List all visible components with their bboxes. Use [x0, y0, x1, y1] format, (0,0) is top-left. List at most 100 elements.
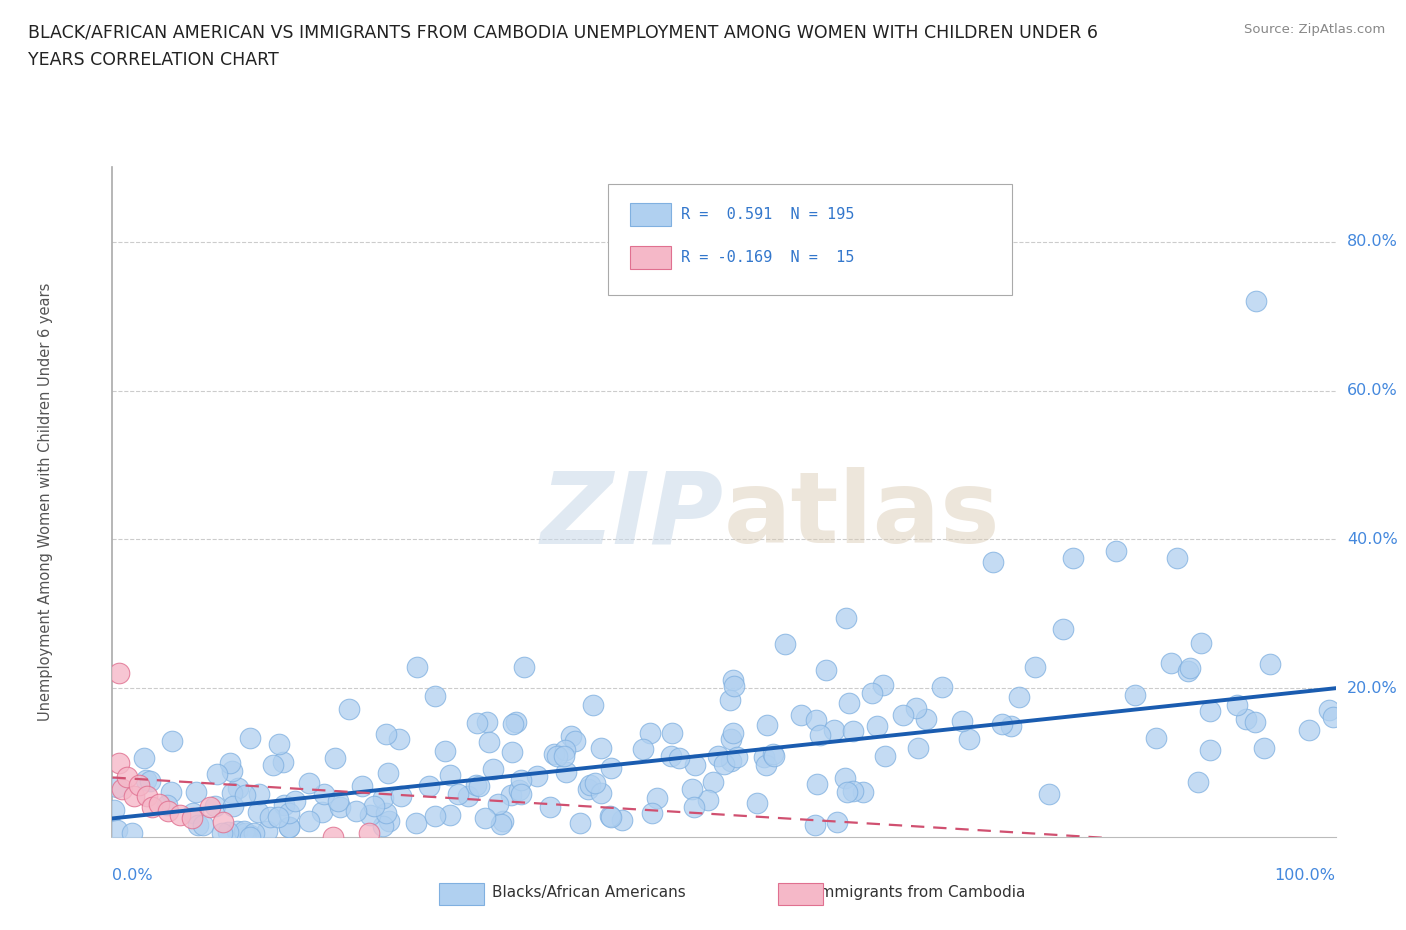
Point [763, 749, 786, 764]
Point [697, 793, 720, 808]
Point [835, 610, 858, 625]
Text: 20.0%: 20.0% [1347, 681, 1398, 696]
Point [135, 772, 157, 787]
Point [225, 824, 247, 839]
Point [267, 810, 290, 825]
Point [468, 779, 491, 794]
Text: Unemployment Among Women with Children Under 6 years: Unemployment Among Women with Children U… [38, 283, 52, 722]
FancyBboxPatch shape [630, 246, 672, 269]
Point [564, 734, 586, 749]
Point [745, 795, 768, 810]
Point [599, 809, 621, 824]
Point [184, 785, 207, 800]
Text: Immigrants from Cambodia: Immigrants from Cambodia [815, 885, 1026, 900]
Point [576, 781, 599, 796]
Point [111, 781, 134, 796]
Point [481, 762, 503, 777]
Point [107, 666, 129, 681]
Point [706, 748, 728, 763]
Point [226, 780, 249, 795]
Point [981, 554, 1004, 569]
Point [486, 797, 509, 812]
Point [1199, 704, 1222, 719]
Point [752, 750, 775, 764]
Point [439, 808, 461, 823]
Text: Blacks/African Americans: Blacks/African Americans [492, 885, 686, 900]
Point [447, 787, 470, 802]
Point [298, 813, 321, 828]
Point [322, 830, 344, 844]
Point [838, 696, 860, 711]
Point [808, 727, 831, 742]
Point [1166, 551, 1188, 565]
Point [804, 712, 827, 727]
Point [247, 786, 270, 801]
Point [1234, 711, 1257, 726]
Point [239, 731, 262, 746]
FancyBboxPatch shape [607, 184, 1011, 295]
Point [790, 708, 813, 723]
FancyBboxPatch shape [630, 203, 672, 226]
Point [344, 804, 367, 819]
Point [233, 826, 256, 841]
Point [931, 680, 953, 695]
Point [835, 785, 858, 800]
Point [181, 806, 204, 821]
Point [721, 672, 744, 687]
Point [1244, 715, 1267, 730]
Point [1189, 636, 1212, 651]
Point [457, 789, 479, 804]
Point [374, 806, 396, 821]
Point [659, 749, 682, 764]
Point [543, 747, 565, 762]
Point [121, 825, 143, 840]
Point [139, 773, 162, 788]
Point [389, 788, 412, 803]
Point [103, 803, 125, 817]
Point [582, 698, 605, 712]
Point [474, 810, 496, 825]
Point [373, 819, 395, 834]
Point [278, 819, 301, 834]
Point [235, 788, 257, 803]
Point [804, 817, 827, 832]
Text: Source: ZipAtlas.com: Source: ZipAtlas.com [1244, 23, 1385, 36]
Point [1177, 663, 1199, 678]
Point [1187, 775, 1209, 790]
Point [160, 734, 183, 749]
Point [388, 731, 411, 746]
Text: R =  0.591  N = 195: R = 0.591 N = 195 [682, 206, 855, 221]
Text: 60.0%: 60.0% [1347, 383, 1398, 398]
Point [211, 826, 233, 841]
Point [135, 789, 157, 804]
Point [1322, 710, 1344, 724]
Point [526, 769, 548, 784]
Point [1104, 543, 1126, 558]
Point [702, 775, 724, 790]
Point [579, 778, 602, 793]
Point [205, 766, 228, 781]
Point [239, 828, 262, 843]
Point [1260, 657, 1282, 671]
Point [775, 636, 797, 651]
Point [1226, 698, 1249, 712]
Point [326, 793, 349, 808]
Point [610, 812, 633, 827]
Point [191, 817, 214, 832]
Point [418, 778, 440, 793]
Point [337, 701, 360, 716]
Text: 80.0%: 80.0% [1347, 234, 1398, 249]
Point [815, 662, 838, 677]
Point [957, 732, 980, 747]
Point [204, 799, 226, 814]
Point [1178, 661, 1201, 676]
Point [243, 826, 266, 841]
Text: ZIP: ZIP [541, 467, 724, 565]
Point [509, 787, 531, 802]
Point [661, 725, 683, 740]
Point [277, 820, 299, 835]
Point [148, 796, 170, 811]
Point [1008, 689, 1031, 704]
Text: 0.0%: 0.0% [112, 868, 153, 883]
Point [560, 729, 582, 744]
